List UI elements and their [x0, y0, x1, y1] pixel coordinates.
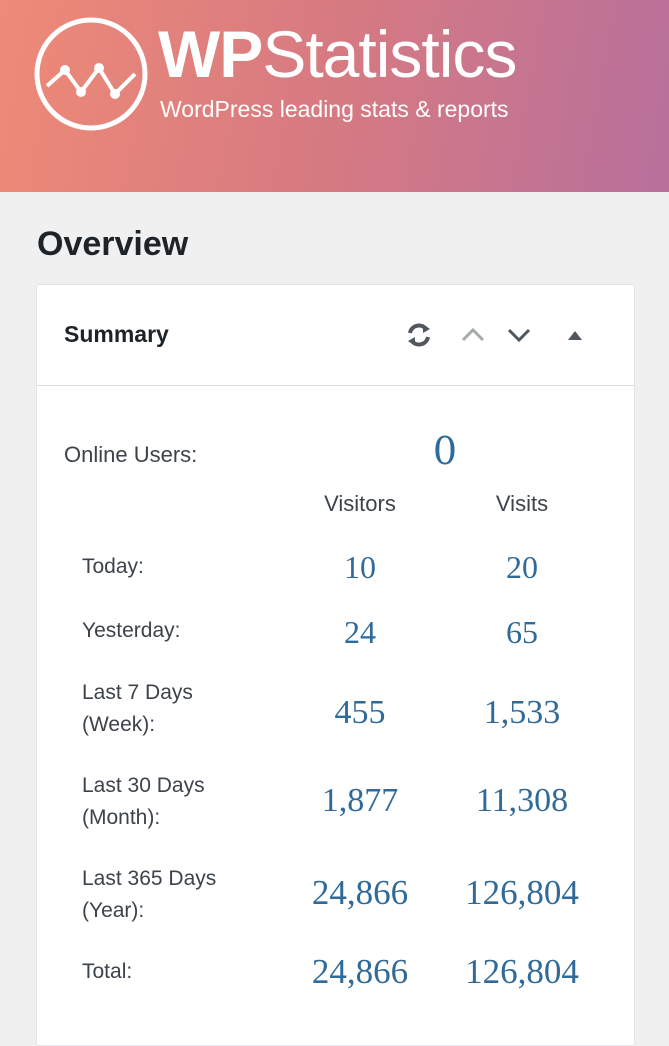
wp-statistics-logo-icon: [34, 17, 148, 131]
summary-widget: Summary Online Users: 0 Vi: [36, 284, 635, 1046]
today-visits-value[interactable]: 20: [506, 549, 538, 585]
triangle-up-icon: [568, 331, 582, 340]
brand-title-wp: WP: [158, 17, 263, 91]
collapse-toggle-button[interactable]: [555, 315, 595, 355]
header-banner: WPStatistics WordPress leading stats & r…: [0, 0, 669, 192]
brand-tagline: WordPress leading stats & reports: [160, 96, 509, 122]
year-visitors-value[interactable]: 24,866: [311, 873, 409, 912]
online-users-label: Online Users:: [64, 442, 198, 467]
month-visitors-value[interactable]: 1,877: [321, 782, 399, 819]
total-visitors-value[interactable]: 24,866: [311, 952, 409, 991]
visitors-column-header: Visitors: [324, 491, 396, 516]
move-down-button[interactable]: [499, 315, 539, 355]
online-users-value[interactable]: 0: [432, 429, 458, 473]
visits-column-header: Visits: [495, 491, 549, 516]
summary-title: Summary: [64, 321, 169, 347]
row-label-year: Last 365 Days (Year):: [82, 867, 217, 922]
week-visits-value[interactable]: 1,533: [483, 694, 561, 731]
row-label-yesterday: Yesterday:: [82, 619, 181, 642]
page-title: Overview: [37, 225, 189, 263]
chevron-up-icon: [461, 327, 485, 342]
brand-title-rest: Statistics: [262, 17, 517, 91]
week-visitors-value[interactable]: 455: [334, 694, 386, 731]
move-up-button[interactable]: [453, 315, 493, 355]
month-visits-value[interactable]: 11,308: [475, 782, 569, 819]
yesterday-visitors-value[interactable]: 24: [344, 614, 376, 650]
row-label-total: Total:: [82, 960, 133, 983]
row-label-month: Last 30 Days (Month):: [82, 774, 205, 829]
chevron-down-icon: [507, 328, 531, 343]
yesterday-visits-value[interactable]: 65: [506, 614, 538, 650]
total-visits-value[interactable]: 126,804: [465, 952, 579, 991]
refresh-button[interactable]: [399, 315, 439, 355]
summary-widget-header: Summary: [37, 285, 634, 386]
today-visitors-value[interactable]: 10: [344, 549, 376, 585]
brand-title: WPStatistics: [158, 14, 517, 94]
row-label-week: Last 7 Days (Week):: [82, 681, 193, 736]
year-visits-value[interactable]: 126,804: [465, 873, 579, 912]
row-label-today: Today:: [82, 555, 144, 578]
refresh-icon: [408, 323, 430, 347]
